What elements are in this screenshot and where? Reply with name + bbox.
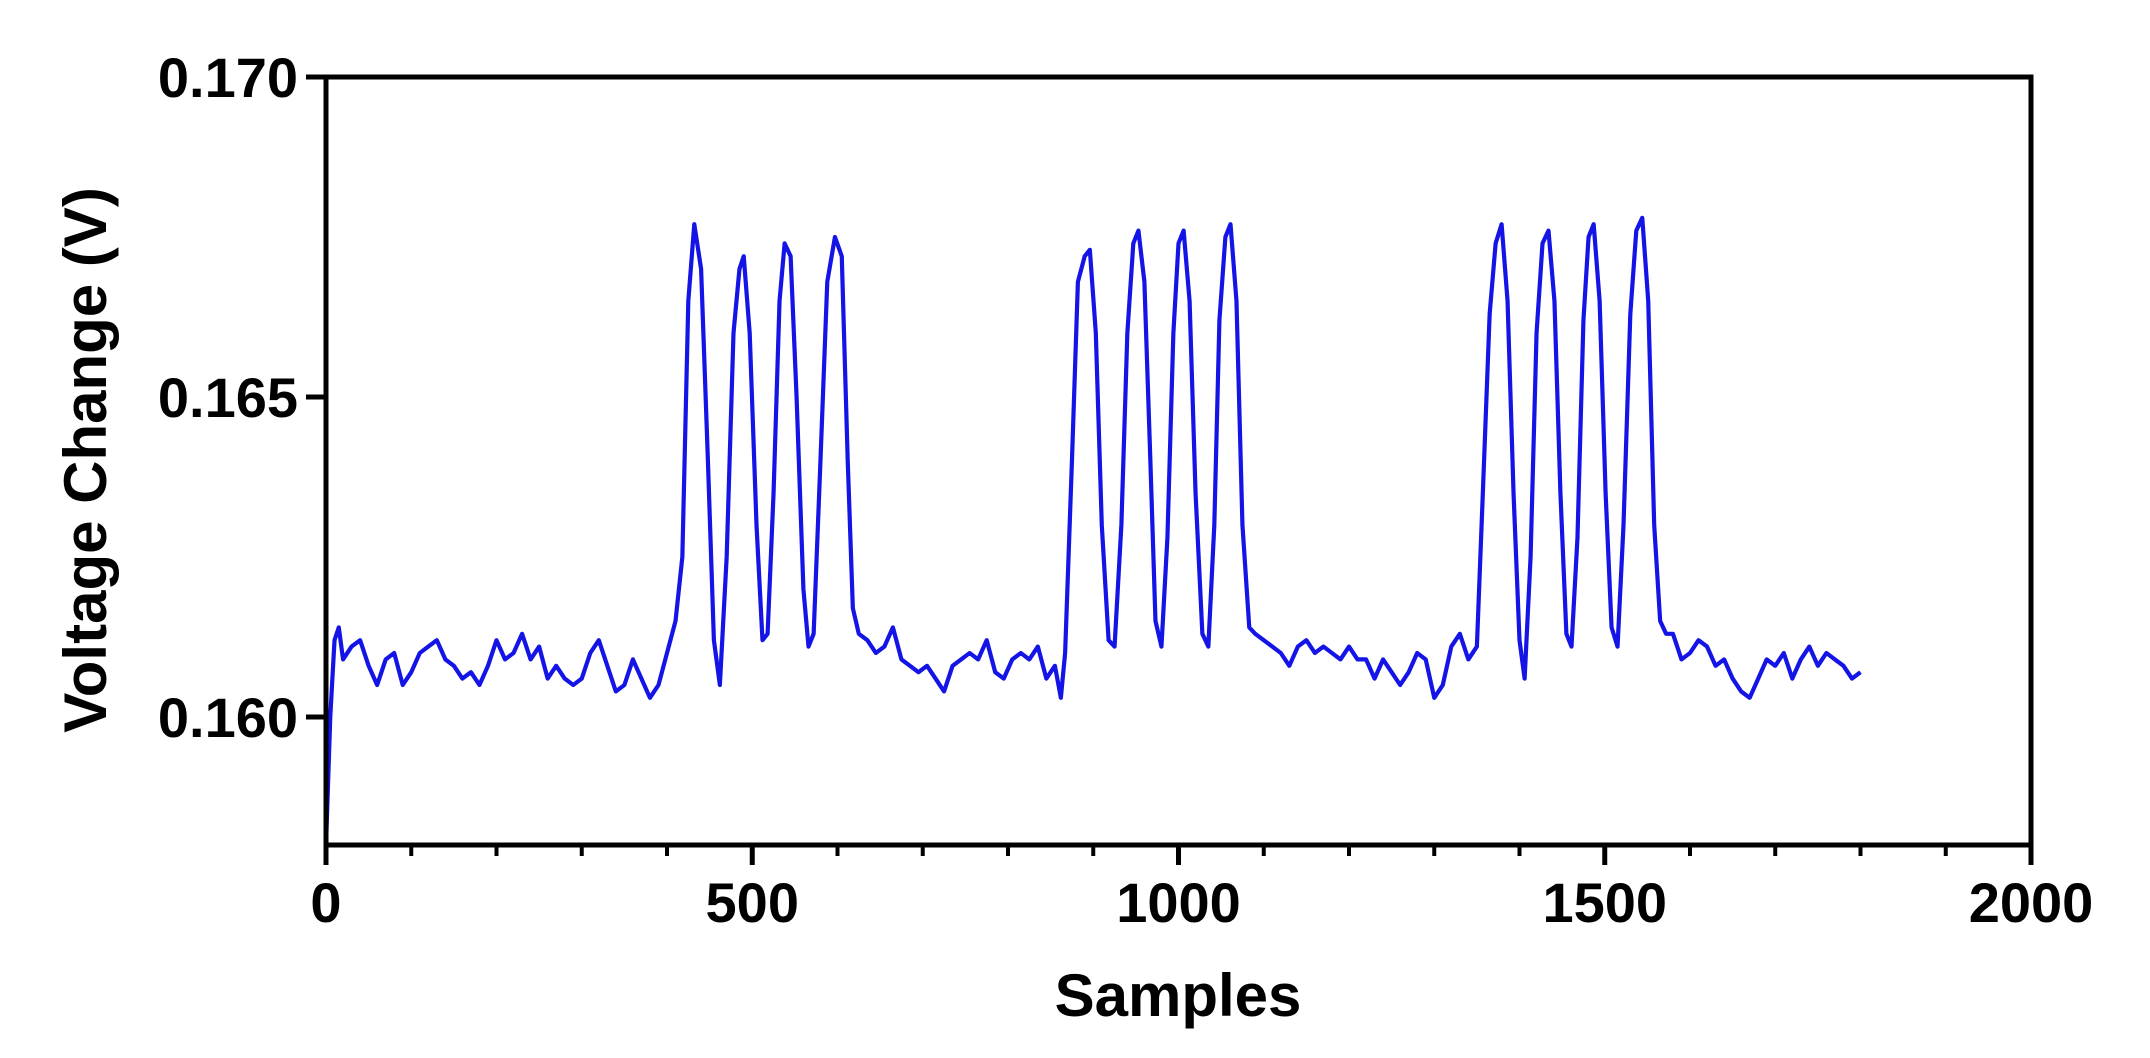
y-tick-label: 0.160 [158,686,298,749]
x-tick-label: 2000 [1969,871,2094,934]
x-axis-title: Samples [1055,962,1302,1029]
x-tick-label: 1500 [1542,871,1667,934]
y-axis-title: Voltage Change (V) [52,187,119,733]
x-tick-label: 0 [310,871,341,934]
y-tick-label: 0.165 [158,366,298,429]
x-tick-label: 1000 [1116,871,1241,934]
x-tick-label: 500 [706,871,799,934]
plot-frame [323,74,2034,848]
y-tick-label: 0.170 [158,46,298,109]
data-line [323,215,1862,846]
